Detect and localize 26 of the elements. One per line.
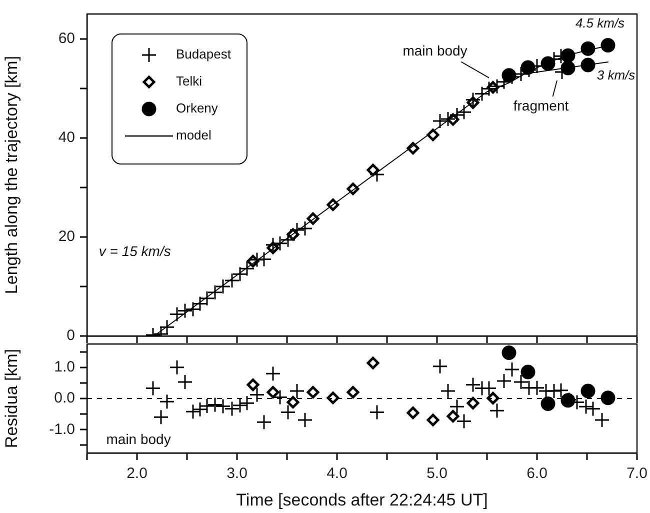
legend-label: Telki	[176, 74, 202, 89]
x-tick-label: 3.0	[226, 465, 248, 482]
x-tick-label: 5.0	[426, 465, 448, 482]
y-tick-label: 0	[66, 327, 75, 344]
legend-label: Orkeny	[176, 100, 218, 116]
x-tick-label: 2.0	[126, 465, 148, 482]
y-tick-label: 20	[58, 228, 75, 246]
annotation: 3 km/s	[596, 68, 636, 83]
y-tick-label: 60	[58, 30, 75, 47]
y-axis-title: Residua [km]	[2, 348, 21, 448]
y-tick-label: 1.0	[54, 358, 75, 376]
x-tick-label: 4.0	[326, 465, 348, 482]
y-tick-label: 0.0	[54, 390, 75, 407]
annotation: v = 15 km/s	[98, 243, 171, 260]
annotation: main body	[106, 430, 171, 447]
x-tick-label: 6.0	[526, 465, 548, 482]
annotation: 4.5 km/s	[575, 15, 626, 30]
annotation: main body	[402, 42, 468, 59]
x-tick-label: 7.0	[626, 465, 648, 482]
legend-label: model	[176, 128, 212, 143]
y-axis-title: Length along the trajectory [km]	[2, 56, 21, 294]
legend-label: Budapest	[176, 46, 232, 62]
annotation: fragment	[513, 97, 569, 114]
y-tick-label: 40	[58, 128, 75, 146]
x-axis-title: Time [seconds after 22:24:45 UT]	[236, 490, 488, 510]
y-tick-label: -1.0	[49, 420, 75, 438]
